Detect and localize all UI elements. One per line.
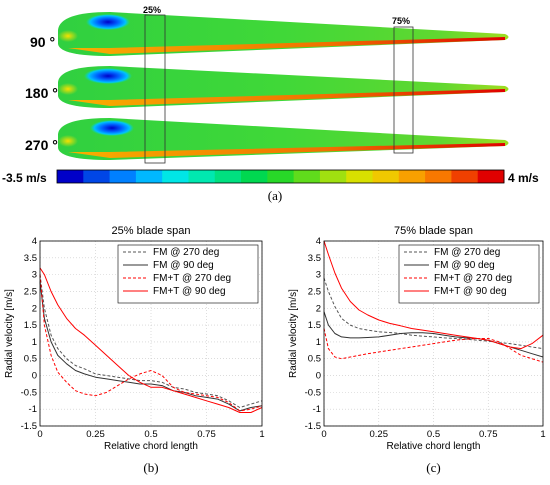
colorbar-max-label: 4 m/s <box>508 171 539 185</box>
colorbar-swatch <box>451 170 479 183</box>
y-tick-label: -1 <box>29 404 37 415</box>
colorbar-swatch <box>267 170 295 183</box>
legend-entry: FM @ 270 deg <box>153 247 219 258</box>
chart-75-span: -1.5 -1 -0.5 0 0.5 1 1.5 2 2.5 3 3.5 4 0 0.25 0.5 0.75 1… <box>288 225 546 475</box>
y-tick-label: -1.5 <box>305 421 321 432</box>
x-axis-label: Relative chord length <box>104 441 198 452</box>
chart-title: 25% blade span <box>112 225 191 237</box>
x-tick-label: 0.75 <box>197 429 216 440</box>
legend-entry: FM+T @ 90 deg <box>153 286 226 297</box>
y-tick-label: 0.5 <box>24 354 37 365</box>
y-tick-label: -1 <box>313 404 321 415</box>
plot-frame <box>39 240 263 427</box>
colorbar-min-label: -3.5 m/s <box>2 171 47 185</box>
colorbar <box>56 169 505 184</box>
y-tick-label: 1 <box>316 337 321 348</box>
span-marker-25-label: 25% <box>143 5 161 15</box>
y-tick-label: 0.5 <box>308 354 321 365</box>
colorbar-swatch <box>214 170 242 183</box>
chart-caption: (c) <box>426 460 440 475</box>
colorbar-swatch <box>241 170 268 183</box>
y-tick-label: 1.5 <box>24 320 37 331</box>
series-line-2 <box>39 274 263 412</box>
colorbar-swatch <box>83 170 111 183</box>
legend-entry: FM @ 90 deg <box>153 260 214 271</box>
x-tick-label: 0.25 <box>370 429 389 440</box>
colorbar-frame <box>56 169 505 184</box>
colorbar-swatch <box>319 170 347 183</box>
blade-180 <box>58 66 509 108</box>
series-line-1 <box>39 281 263 412</box>
y-tick-label: 2.5 <box>24 286 37 297</box>
y-tick-label: -0.5 <box>21 387 37 398</box>
colorbar-swatch <box>57 170 84 183</box>
span-marker-75-box <box>393 26 414 154</box>
blade-90 <box>58 12 509 56</box>
colorbar-swatch <box>398 170 426 183</box>
x-axis-label: Relative chord length <box>387 441 481 452</box>
caption-a: (a) <box>268 188 282 203</box>
y-tick-label: 2.5 <box>308 286 321 297</box>
y-tick-label: 0 <box>32 371 37 382</box>
x-tick-label: 0.25 <box>86 429 105 440</box>
colorbar-swatch <box>188 170 216 183</box>
colorbar-swatch <box>135 170 163 183</box>
y-tick-label: 3 <box>32 270 37 281</box>
legend-entry: FM+T @ 270 deg <box>153 273 231 284</box>
series-line-0 <box>323 277 544 350</box>
y-tick-label: 3 <box>316 270 321 281</box>
legend-box <box>117 244 259 304</box>
colorbar-swatch <box>109 170 137 183</box>
colorbar-swatch <box>162 170 189 183</box>
chart-title: 75% blade span <box>394 225 473 237</box>
blade-270 <box>58 118 509 160</box>
colorbar-swatch <box>346 170 374 183</box>
blade-label-90: 90 ° <box>30 34 55 50</box>
x-tick-label: 1 <box>259 429 264 440</box>
x-tick-label: 0 <box>321 429 326 440</box>
x-tick-label: 0.75 <box>479 429 498 440</box>
blade-contour-panel: 90 ° 180 ° 270 ° 25% 75% -3.5 m/s 4 m/s … <box>2 5 539 203</box>
x-tick-label: 0 <box>37 429 42 440</box>
y-tick-label: 0 <box>316 371 321 382</box>
y-tick-label: 4 <box>32 236 37 247</box>
series-line-3 <box>323 240 544 350</box>
series-line-2 <box>323 328 544 363</box>
y-axis-label: Radial velocity [m/s] <box>288 289 299 378</box>
legend-entry: FM+T @ 90 deg <box>434 286 507 297</box>
y-axis-label: Radial velocity [m/s] <box>4 289 15 378</box>
span-marker-75-label: 75% <box>392 16 410 26</box>
y-tick-label: 4 <box>316 236 321 247</box>
y-tick-label: 3.5 <box>24 253 37 264</box>
colorbar-swatch <box>293 170 321 183</box>
y-tick-label: 1 <box>32 337 37 348</box>
colorbar-swatch <box>425 170 452 183</box>
plot-frame <box>323 240 544 427</box>
x-tick-label: 0.5 <box>427 429 440 440</box>
legend-box <box>398 244 540 304</box>
blade-label-270: 270 ° <box>25 137 58 153</box>
span-marker-25-box <box>144 14 166 164</box>
chart-25-span: -1.5 -1 -0.5 0 0.5 1 1.5 2 2.5 3 3.5 4 0 0.25 0.5 0.75 1… <box>4 225 265 475</box>
y-tick-label: 2 <box>32 303 37 314</box>
legend-entry: FM @ 90 deg <box>434 260 495 271</box>
chart-caption: (b) <box>143 460 158 475</box>
y-tick-label: -0.5 <box>305 387 321 398</box>
blade-label-180: 180 ° <box>25 85 58 101</box>
y-tick-label: -1.5 <box>21 421 37 432</box>
x-tick-label: 1 <box>540 429 545 440</box>
colorbar-swatch <box>477 170 505 183</box>
legend-entry: FM+T @ 270 deg <box>434 273 512 284</box>
x-tick-label: 0.5 <box>144 429 157 440</box>
y-tick-label: 2 <box>316 303 321 314</box>
series-line-0 <box>39 274 263 408</box>
y-tick-label: 3.5 <box>308 253 321 264</box>
colorbar-swatch <box>372 170 400 183</box>
series-line-3 <box>39 267 263 413</box>
y-tick-label: 1.5 <box>308 320 321 331</box>
legend-entry: FM @ 270 deg <box>434 247 500 258</box>
